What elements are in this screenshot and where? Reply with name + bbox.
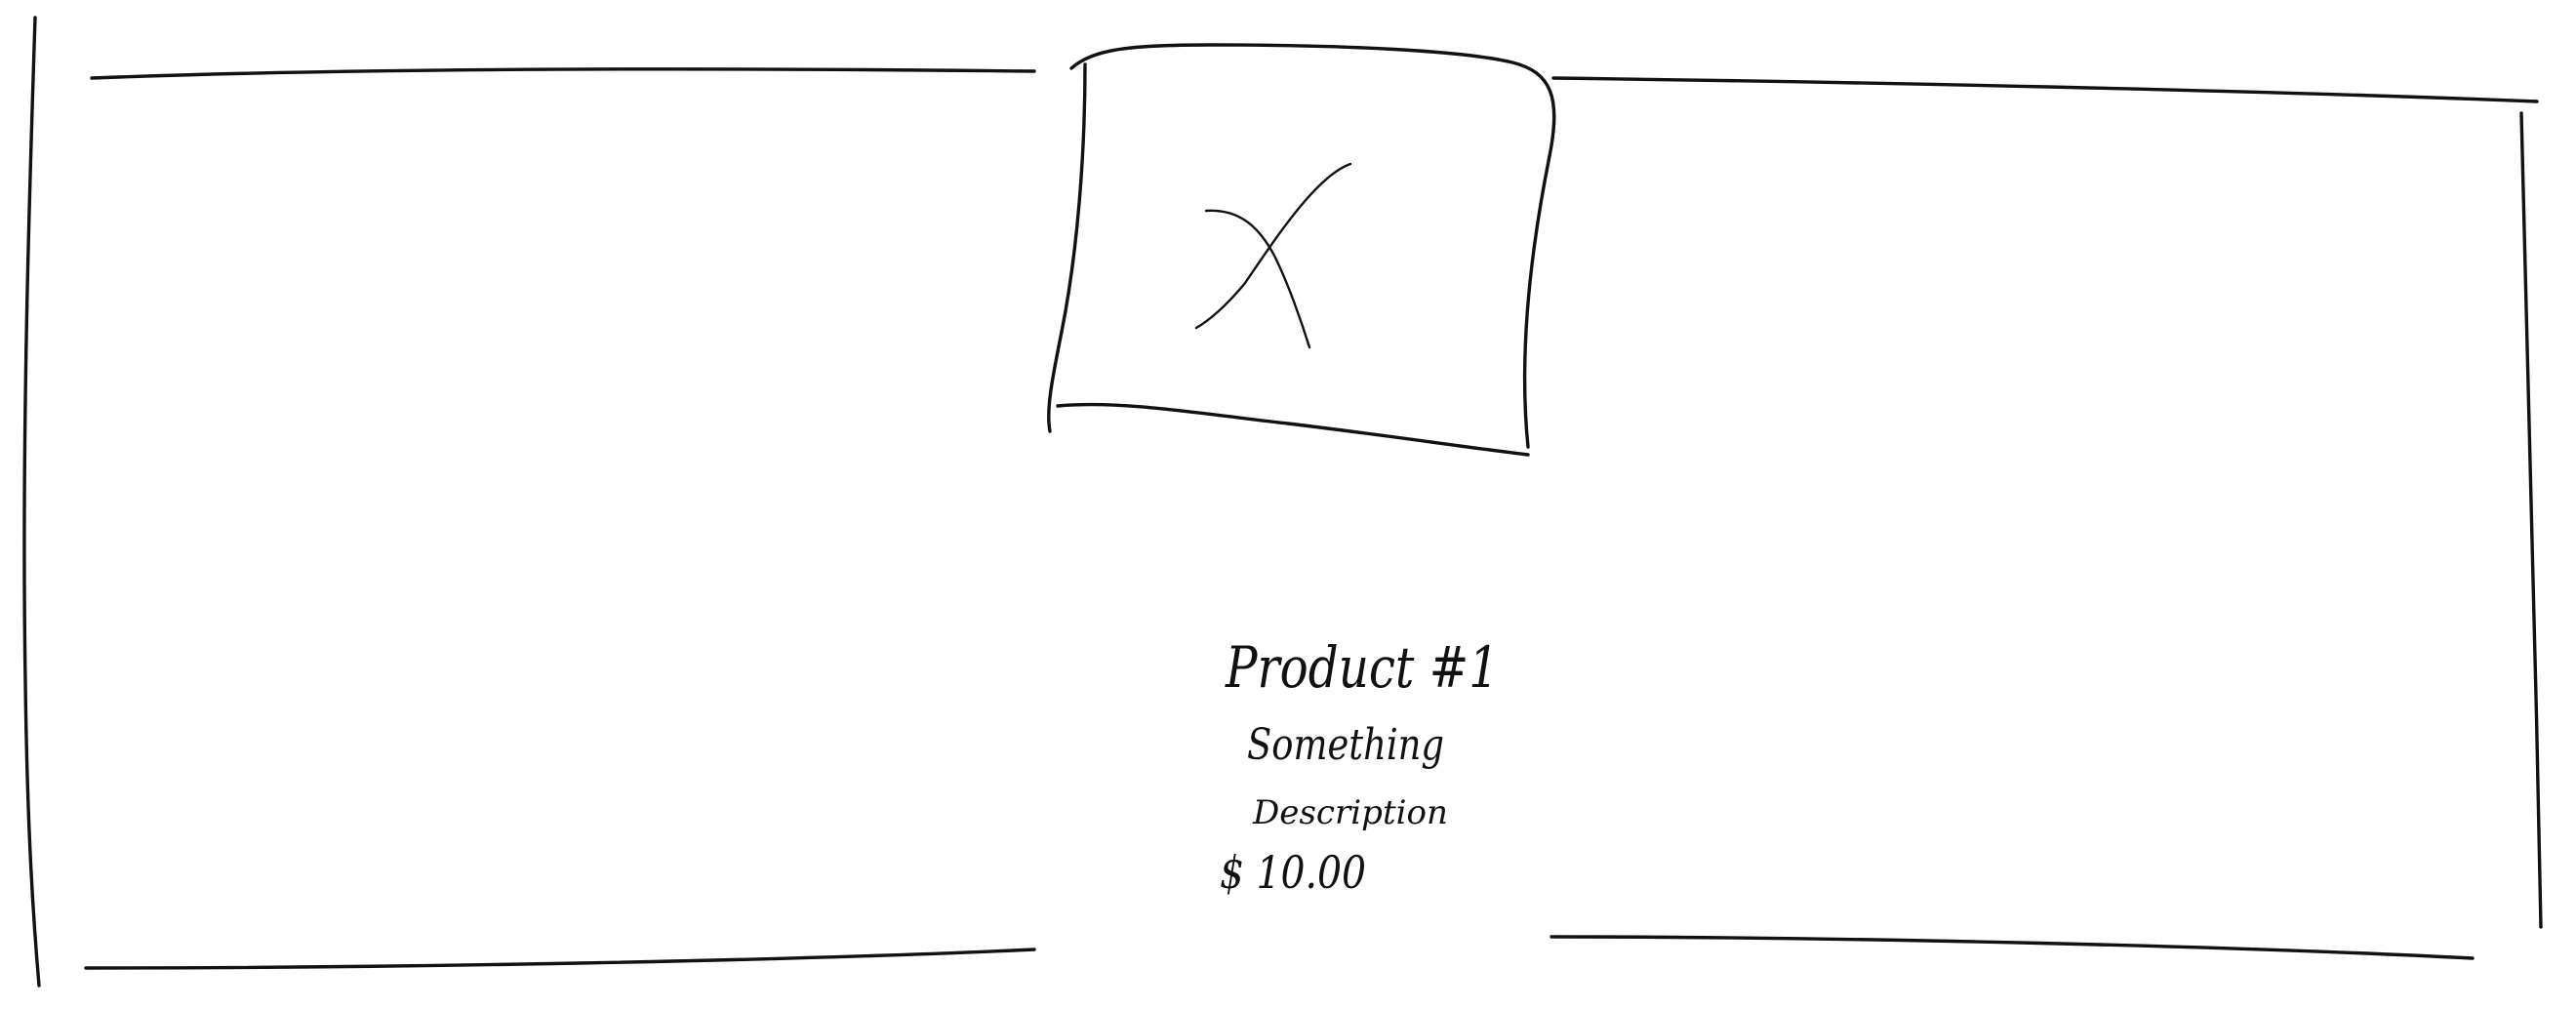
frame-right-border xyxy=(2519,111,2543,929)
frame-top-right-line xyxy=(1551,76,2539,103)
outer-frame xyxy=(22,16,2543,988)
product-image-placeholder xyxy=(1047,43,1556,457)
product-name: Product #1 xyxy=(1225,634,1499,701)
x-stroke-1 xyxy=(1194,162,1352,330)
x-stroke-2 xyxy=(1204,209,1311,349)
frame-left-border xyxy=(22,16,41,988)
image-box-bottom xyxy=(1056,402,1530,457)
frame-bottom-left-line xyxy=(84,948,1036,970)
product-details: Product #1 Something Description $ 10.00 xyxy=(1220,634,1499,899)
image-box-outline xyxy=(1069,43,1556,449)
image-placeholder-x-icon xyxy=(1194,162,1352,349)
frame-bottom-right-line xyxy=(1550,935,2475,960)
frame-top-left-line xyxy=(90,67,1036,80)
product-description-line1: Something xyxy=(1247,720,1444,770)
product-description-line2: Description xyxy=(1252,793,1448,832)
image-box-left-side xyxy=(1047,62,1087,433)
product-price: $ 10.00 xyxy=(1220,846,1366,899)
